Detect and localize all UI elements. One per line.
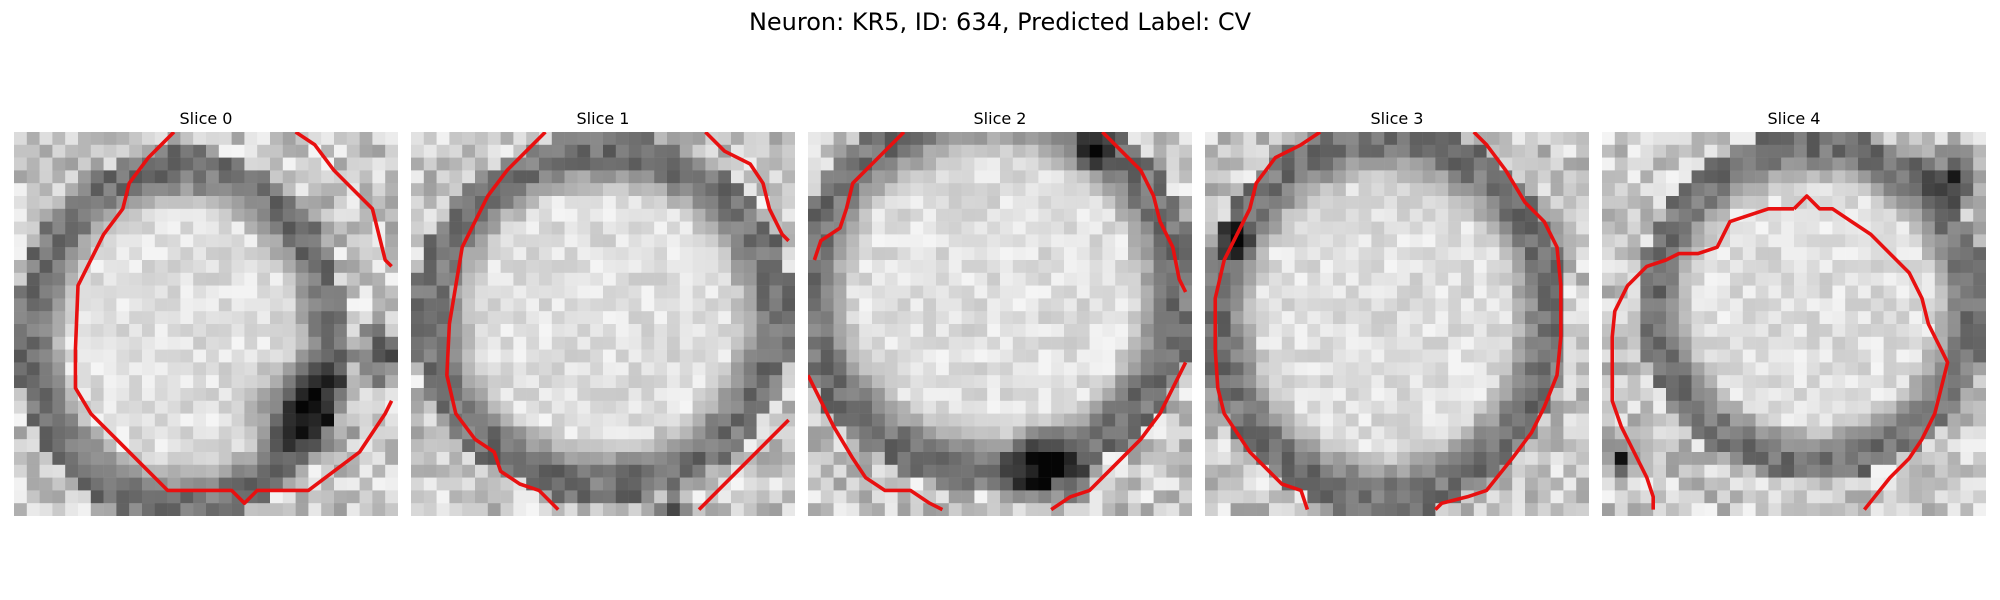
contour-line-2-3 — [1050, 361, 1188, 512]
contour-line-1-0 — [445, 132, 560, 511]
slice-title-3: Slice 3 — [1370, 109, 1424, 128]
contour-line-1-2 — [697, 418, 790, 511]
slice-title-2: Slice 2 — [973, 109, 1027, 128]
slice-image-4 — [1602, 132, 1986, 516]
contour-line-3-1 — [1434, 132, 1563, 511]
contour-line-4-1 — [1610, 207, 1794, 510]
contour-line-2-2 — [808, 374, 944, 512]
contour-line-3-0 — [1213, 132, 1322, 511]
slice-title-1: Slice 1 — [576, 109, 630, 128]
slice-title-0: Slice 0 — [179, 109, 233, 128]
slice-panel-1: Slice 1 — [411, 106, 795, 516]
contour-line-1-1 — [704, 132, 790, 243]
contour-line-0-1 — [294, 132, 393, 268]
slice-image-1 — [411, 132, 795, 516]
slice-image-2 — [808, 132, 1192, 516]
slice-image-0 — [14, 132, 398, 516]
slice-image-3 — [1205, 132, 1589, 516]
contour-line-0-0 — [73, 132, 394, 505]
contour-line-4-0 — [1792, 194, 1950, 511]
contour-line-2-1 — [1101, 132, 1188, 293]
slice-panel-0: Slice 0 — [14, 106, 398, 516]
slice-panel-3: Slice 3 — [1205, 106, 1589, 516]
slice-panel-4: Slice 4 — [1602, 106, 1986, 516]
slice-title-4: Slice 4 — [1767, 109, 1821, 128]
slice-panel-2: Slice 2 — [808, 106, 1192, 516]
figure-title: Neuron: KR5, ID: 634, Predicted Label: C… — [748, 8, 1252, 36]
contour-line-2-0 — [812, 132, 906, 261]
